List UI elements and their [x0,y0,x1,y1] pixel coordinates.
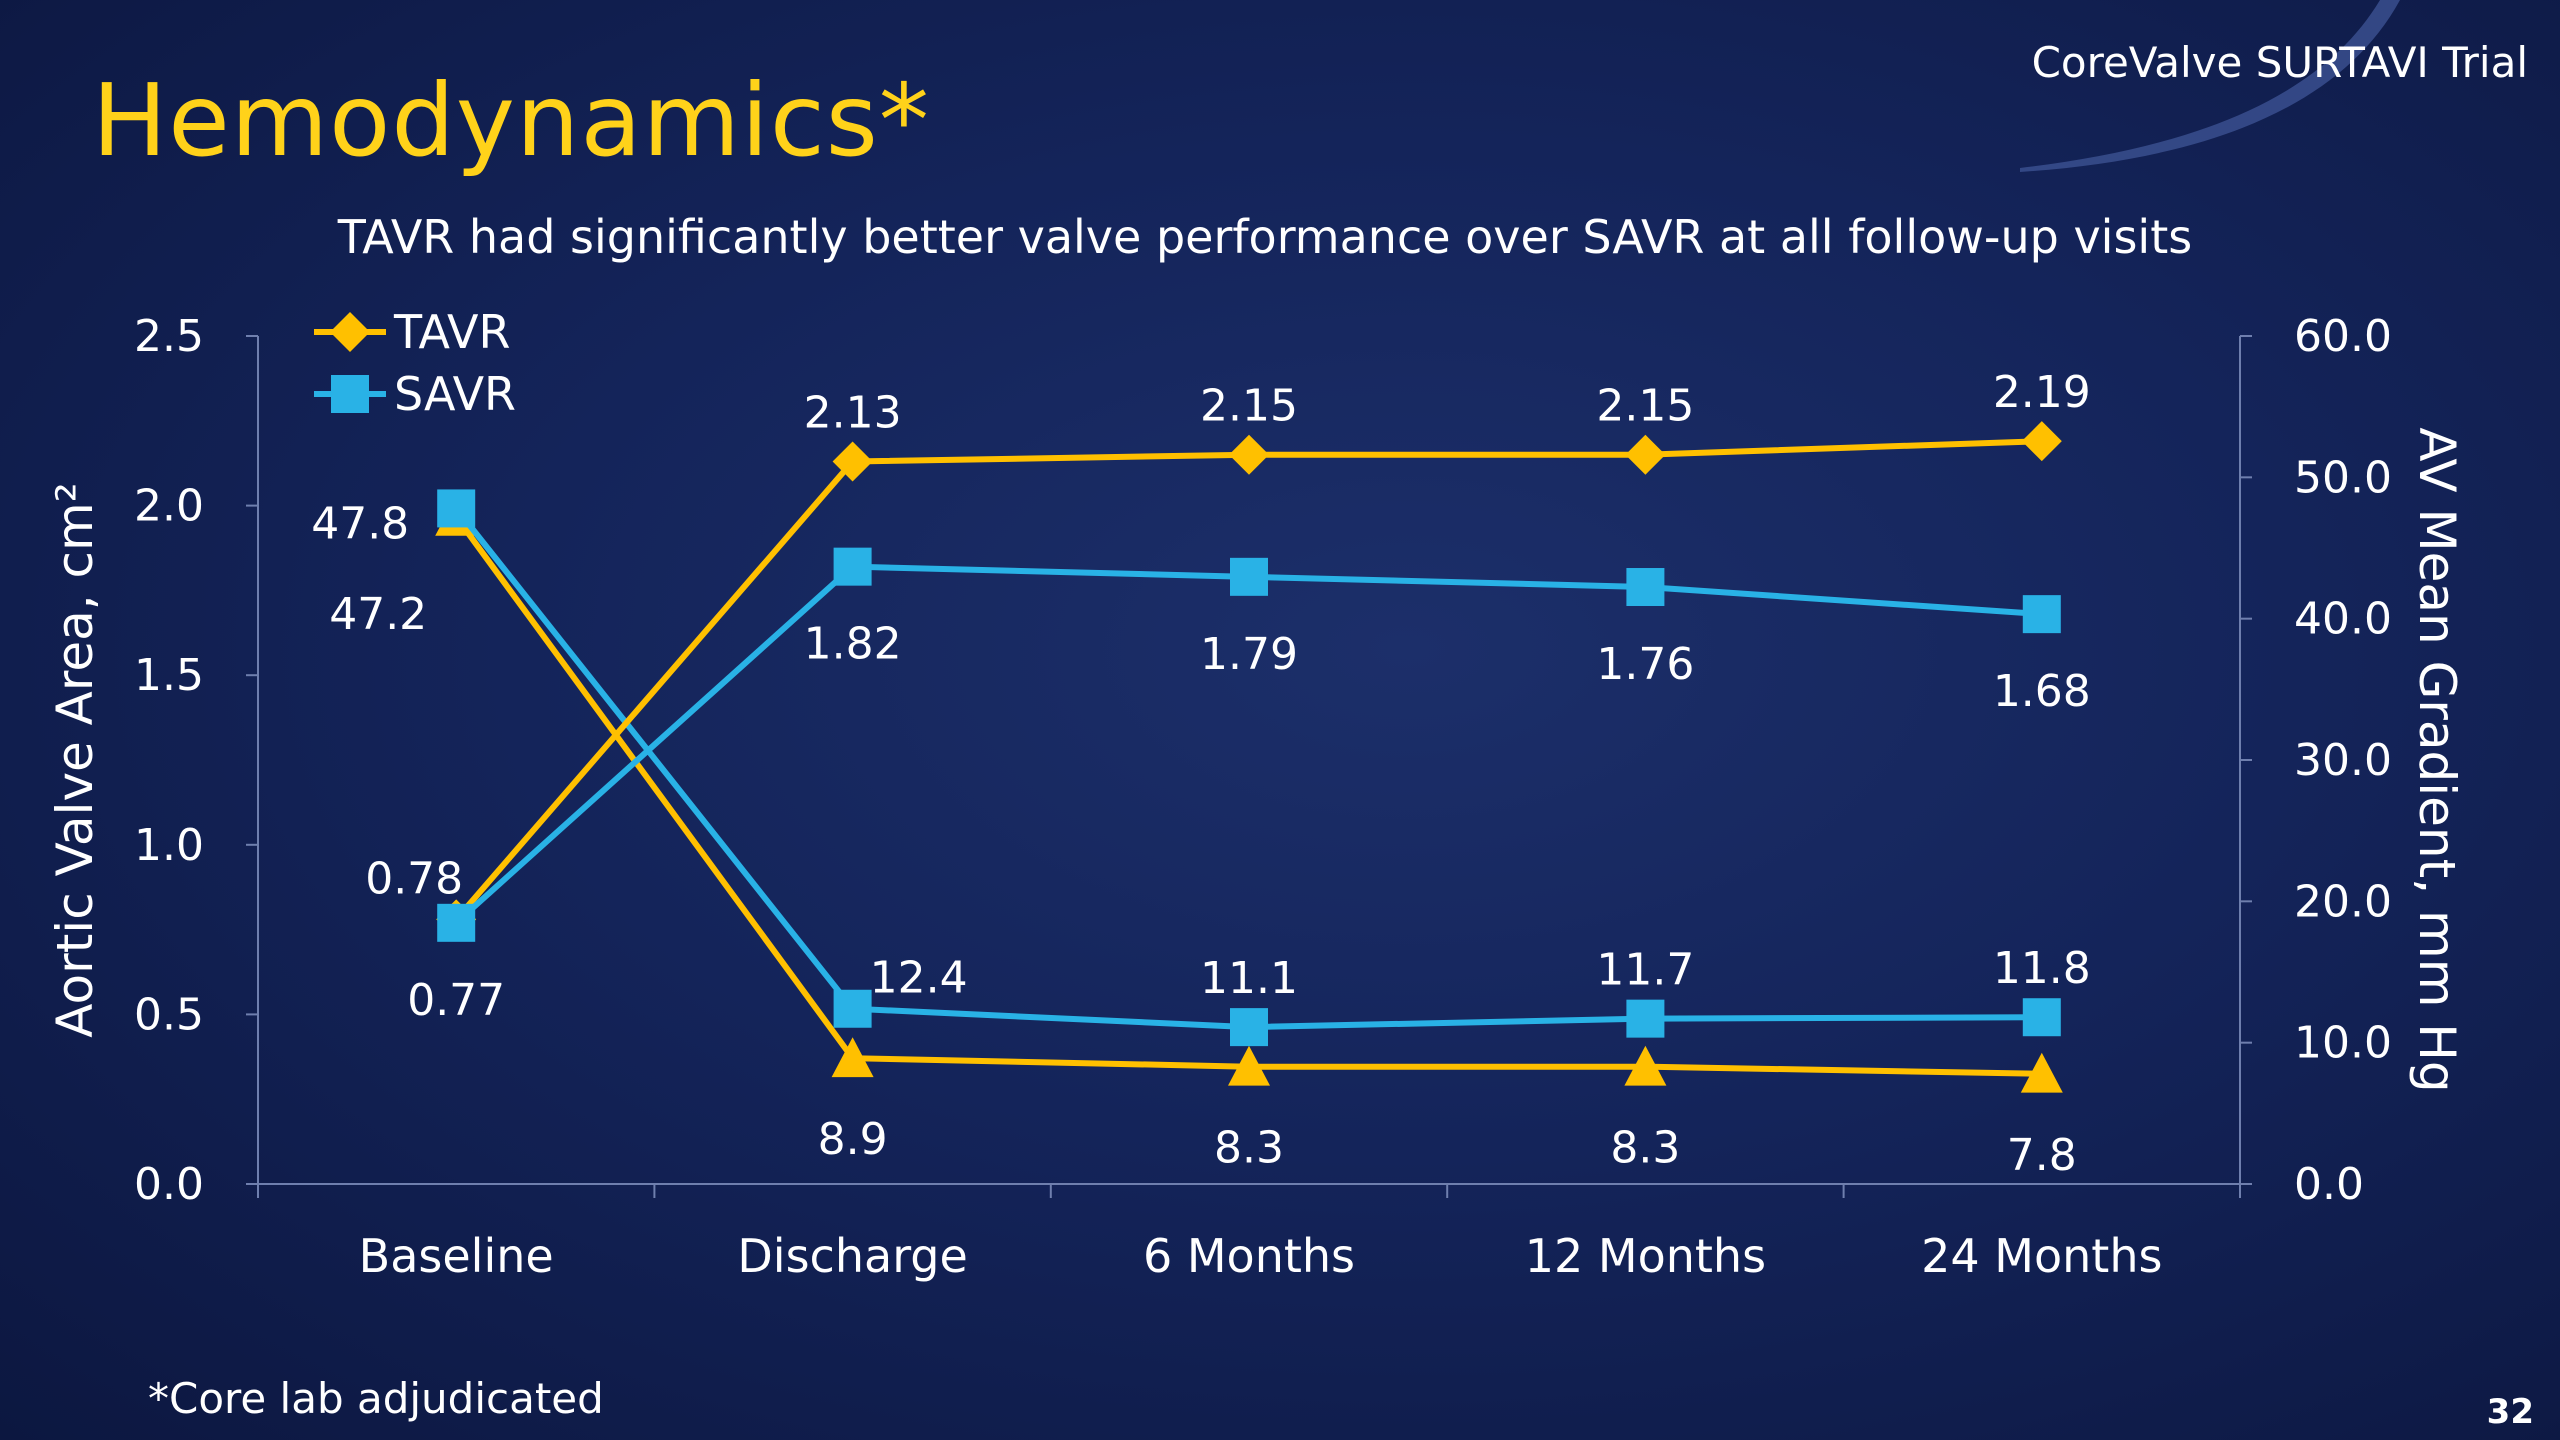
savr-area-data-label: 0.77 [407,975,505,1026]
savr-gradient-data-label: 11.1 [1200,953,1298,1004]
savr-area-marker [2022,595,2061,634]
tavr-area-marker [1625,434,1666,475]
tavr-gradient-data-label: 7.8 [2007,1130,2077,1181]
chart-subtitle: TAVR had significantly better valve perf… [337,210,2193,264]
left-tick-label: 0.0 [134,1159,204,1210]
left-tick-label: 2.0 [134,481,204,532]
savr-area-marker [1626,568,1665,607]
page-number: 32 [2486,1392,2534,1432]
right-tick-label: 10.0 [2294,1018,2392,1069]
savr-gradient-marker [833,989,872,1028]
savr-area-marker [437,903,476,942]
tavr-gradient-data-label: 8.9 [818,1114,888,1165]
right-tick-label: 30.0 [2294,735,2392,786]
tavr-area-data-label: 2.15 [1200,381,1298,432]
right-tick-label: 50.0 [2294,452,2392,503]
savr-gradient-marker [2022,998,2061,1037]
savr-area-line [454,563,2043,926]
tavr-gradient-marker [831,1037,874,1078]
tavr-gradient-marker [1624,1045,1667,1086]
tavr-gradient-marker [2020,1052,2063,1093]
left-tick-label: 0.5 [134,989,204,1040]
savr-area-data-label: 1.82 [804,619,902,670]
footnote: *Core lab adjudicated [148,1374,604,1423]
tavr-gradient-data-label: 8.3 [1214,1123,1284,1174]
y-right-axis-title: AV Mean Gradient, mm Hg [2408,427,2466,1092]
tavr-gradient-data-label: 47.2 [329,589,427,640]
x-tick-label: Baseline [359,1229,554,1283]
brand-label: CoreValve SURTAVI Trial [2031,38,2528,87]
brand-swoosh-decoration [2020,0,2400,172]
right-tick-label: 20.0 [2294,876,2392,927]
left-tick-label: 1.0 [134,820,204,871]
legend-tavr-marker [330,312,370,352]
savr-area-marker [833,547,872,586]
tavr-area-data-label: 0.78 [365,853,463,904]
tavr-area-marker [1229,434,1269,475]
tavr-area-line [453,438,2042,922]
tavr-gradient-data-label: 8.3 [1610,1123,1680,1174]
tavr-area-data-label: 2.19 [1993,367,2091,418]
savr-gradient-data-label: 47.8 [311,498,409,549]
slide-title: Hemodynamics* [92,62,930,179]
right-tick-label: 60.0 [2294,311,2392,362]
right-tick-label: 40.0 [2294,594,2392,645]
left-tick-label: 2.5 [134,311,204,362]
tavr-area-data-label: 2.15 [1596,381,1694,432]
y-left-axis-title: Aortic Valve Area, cm² [46,482,104,1038]
savr-gradient-data-label: 11.7 [1596,945,1694,996]
x-tick-label: 12 Months [1525,1229,1766,1283]
x-tick-label: Discharge [737,1229,967,1283]
savr-gradient-marker [1230,1008,1268,1047]
x-tick-label: 6 Months [1143,1229,1355,1283]
savr-gradient-data-label: 12.4 [870,953,968,1004]
savr-gradient-marker [437,489,476,528]
tavr-gradient-marker [1228,1045,1270,1086]
savr-area-marker [1230,557,1268,596]
savr-gradient-data-label: 11.8 [1993,943,2091,994]
legend-savr-marker [331,375,369,413]
tavr-area-data-label: 2.13 [804,388,902,439]
savr-area-data-label: 1.68 [1993,666,2091,717]
legend-tavr-label: TAVR [393,305,510,359]
x-tick-label: 24 Months [1921,1229,2162,1283]
right-tick-label: 0.0 [2294,1159,2364,1210]
left-tick-label: 1.5 [134,650,204,701]
savr-gradient-marker [1626,999,1665,1038]
tavr-area-marker [832,441,873,482]
tavr-area-marker [2021,421,2062,462]
legend-savr-label: SAVR [394,367,516,421]
savr-area-data-label: 1.79 [1200,629,1298,680]
savr-area-data-label: 1.76 [1596,639,1694,690]
